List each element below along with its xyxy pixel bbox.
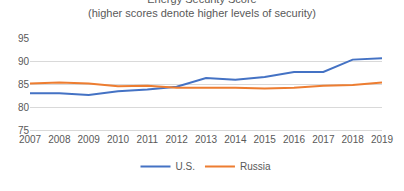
svg-text:2019: 2019 bbox=[371, 134, 394, 145]
svg-text:Energy Security Score(higher s: Energy Security Score(higher scores deno… bbox=[88, 0, 316, 19]
svg-text:75: 75 bbox=[18, 125, 30, 136]
svg-text:2018: 2018 bbox=[342, 134, 365, 145]
svg-text:90: 90 bbox=[18, 56, 30, 67]
svg-text:Russia: Russia bbox=[240, 161, 271, 172]
svg-text:2013: 2013 bbox=[195, 134, 218, 145]
svg-text:2011: 2011 bbox=[137, 134, 159, 145]
svg-text:2017: 2017 bbox=[312, 134, 335, 145]
svg-text:U.S.: U.S. bbox=[176, 161, 195, 172]
svg-text:80: 80 bbox=[18, 102, 30, 113]
svg-text:2015: 2015 bbox=[254, 134, 277, 145]
svg-text:2007: 2007 bbox=[19, 134, 42, 145]
svg-text:2008: 2008 bbox=[48, 134, 71, 145]
svg-text:2009: 2009 bbox=[78, 134, 101, 145]
svg-text:2016: 2016 bbox=[283, 134, 306, 145]
svg-text:2010: 2010 bbox=[107, 134, 130, 145]
svg-text:2014: 2014 bbox=[224, 134, 247, 145]
svg-text:85: 85 bbox=[18, 79, 30, 90]
svg-text:95: 95 bbox=[18, 33, 30, 44]
svg-text:2012: 2012 bbox=[166, 134, 189, 145]
